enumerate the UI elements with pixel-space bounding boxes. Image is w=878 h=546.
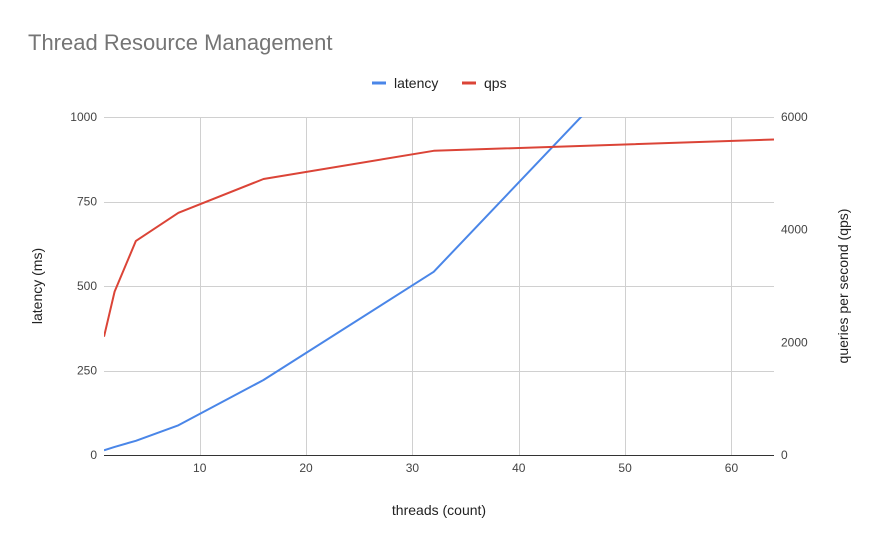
x-tick: 60 — [725, 461, 739, 475]
x-tick: 50 — [618, 461, 632, 475]
y-tick-left: 500 — [77, 279, 97, 293]
chart-title: Thread Resource Management — [28, 30, 333, 55]
legend-label-qps: qps — [484, 75, 507, 91]
x-axis-title: threads (count) — [392, 502, 486, 518]
y-tick-left: 250 — [77, 364, 97, 378]
y-tick-right: 2000 — [781, 335, 808, 349]
y-tick-right: 6000 — [781, 110, 808, 124]
x-tick: 30 — [406, 461, 420, 475]
y-axis-title-left: latency (ms) — [29, 248, 45, 324]
series-layer — [104, 117, 774, 452]
y-axis-title-right: queries per second (qps) — [835, 209, 851, 364]
legend: latency qps — [372, 75, 507, 91]
tick-labels: 0 250 500 750 1000 0 2000 4000 6000 10 20 30 40 50 60 — [70, 110, 808, 475]
y-tick-left: 1000 — [70, 110, 97, 124]
x-tick: 40 — [512, 461, 526, 475]
gridlines — [104, 117, 774, 455]
series-line-qps — [104, 138, 774, 337]
y-tick-right: 4000 — [781, 223, 808, 237]
x-tick: 20 — [299, 461, 313, 475]
y-tick-left: 750 — [77, 195, 97, 209]
legend-label-latency: latency — [394, 75, 438, 91]
y-tick-left: 0 — [90, 448, 97, 462]
x-tick: 10 — [193, 461, 207, 475]
y-tick-right: 0 — [781, 448, 788, 462]
series-line-latency — [104, 117, 583, 452]
